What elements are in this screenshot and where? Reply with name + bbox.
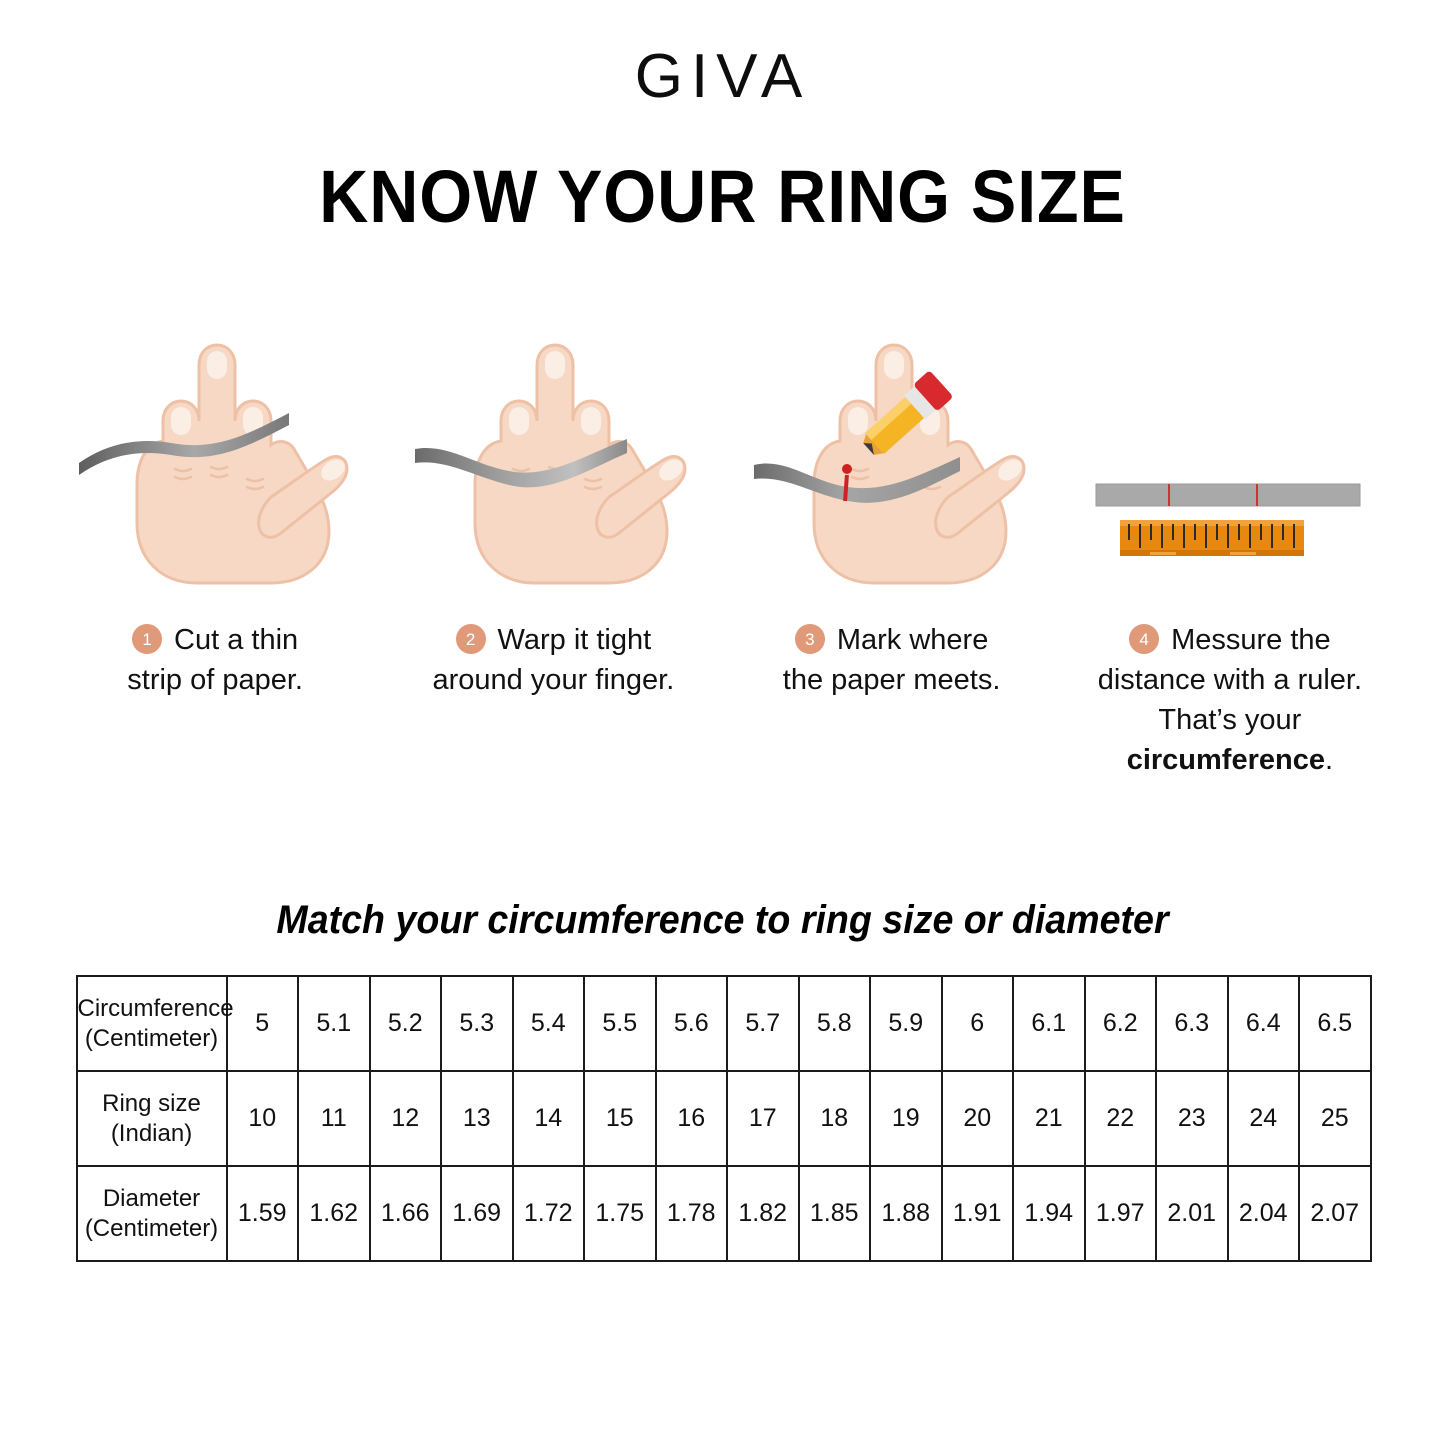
step-4-line3-suffix: .	[1324, 744, 1334, 777]
step-1: 1 Cut a thin strip of paper.	[46, 312, 384, 700]
step-2: 2 Warp it tight around your finger.	[384, 312, 722, 700]
step-4-number: 4	[1129, 624, 1160, 655]
cell-r2-c11: 20	[940, 1070, 1014, 1168]
table-row: Circumference (Centimeter) 5 5.1 5.2 5.3 5.4 5.…	[75, 975, 1372, 1073]
step-4-line1: Messure the	[1171, 624, 1331, 656]
cell-r3-c15: 2.04	[1226, 1165, 1300, 1263]
hand-with-paper-strip-illustration	[46, 312, 384, 602]
row-header-line1: Circumference	[77, 994, 234, 1022]
cell-r3-c13: 1.97	[1083, 1165, 1157, 1263]
ring-size-table: Circumference (Centimeter) 5 5.1 5.2 5.3 5.4 5.…	[75, 975, 1372, 1263]
cell-r3-c9: 1.85	[797, 1165, 871, 1263]
cell-r3-c3: 1.66	[368, 1165, 442, 1263]
size-table-wrap: Circumference (Centimeter) 5 5.1 5.2 5.3 5.4 5.…	[75, 975, 1372, 1263]
step-4-line3-bold: circumference	[1126, 744, 1325, 777]
cell-r2-c7: 16	[654, 1070, 728, 1168]
step-4-line2: distance with a ruler.	[1097, 664, 1363, 697]
cell-r1-c1: 5	[225, 975, 299, 1073]
cell-r1-c4: 5.3	[440, 975, 514, 1073]
cell-r2-c4: 13	[440, 1070, 514, 1168]
table-heading: Match your circumference to ring size or…	[276, 898, 1169, 943]
cell-r2-c2: 11	[297, 1070, 371, 1168]
row-header-2: Ring size (Indian)	[75, 1070, 228, 1168]
ring-size-table-body: Circumference (Centimeter) 5 5.1 5.2 5.3 5.4 5.…	[75, 975, 1372, 1263]
step-2-caption: 2 Warp it tight around your finger.	[432, 620, 674, 700]
cell-r1-c9: 5.8	[797, 975, 871, 1073]
page-title: KNOW YOUR RING SIZE	[319, 155, 1126, 238]
cell-r2-c16: 25	[1298, 1070, 1372, 1168]
brand-logo: GIVA	[634, 42, 811, 111]
cell-r3-c7: 1.78	[654, 1165, 728, 1263]
row-header-1: Circumference (Centimeter)	[75, 975, 234, 1073]
step-4-line3-prefix: That’s your	[1158, 704, 1302, 737]
cell-r1-c10: 5.9	[869, 975, 943, 1073]
step-1-number: 1	[132, 624, 163, 655]
cell-r1-c13: 6.2	[1083, 975, 1157, 1073]
cell-r2-c13: 22	[1083, 1070, 1157, 1168]
step-1-caption: 1 Cut a thin strip of paper.	[127, 620, 303, 700]
step-3: 3 Mark where the paper meets.	[723, 312, 1061, 700]
step-3-line1: Mark where	[836, 624, 989, 656]
steps-row: 1 Cut a thin strip of paper.	[0, 312, 1445, 780]
step-3-number: 3	[794, 624, 825, 655]
cell-r3-c4: 1.69	[440, 1165, 514, 1263]
cell-r2-c15: 24	[1226, 1070, 1300, 1168]
cell-r1-c15: 6.4	[1226, 975, 1300, 1073]
row-header-line1: Ring size	[102, 1089, 201, 1117]
cell-r2-c8: 17	[726, 1070, 800, 1168]
cell-r3-c11: 1.91	[940, 1165, 1014, 1263]
step-3-caption: 3 Mark where the paper meets.	[783, 620, 1001, 700]
cell-r2-c10: 19	[869, 1070, 943, 1168]
cell-r1-c7: 5.6	[654, 975, 728, 1073]
hand-with-pencil-marking-illustration	[723, 312, 1061, 602]
cell-r2-c3: 12	[368, 1070, 442, 1168]
ruler-measuring-strip-illustration	[1061, 312, 1399, 602]
cell-r1-c12: 6.1	[1012, 975, 1086, 1073]
cell-r1-c3: 5.2	[368, 975, 442, 1073]
step-2-line1: Warp it tight	[497, 624, 652, 656]
table-row: Diameter (Centimeter) 1.59 1.62 1.66 1.69 1.72…	[75, 1165, 1372, 1263]
cell-r1-c14: 6.3	[1155, 975, 1229, 1073]
cell-r2-c1: 10	[225, 1070, 299, 1168]
cell-r2-c14: 23	[1155, 1070, 1229, 1168]
cell-r3-c8: 1.82	[726, 1165, 800, 1263]
cell-r2-c6: 15	[583, 1070, 657, 1168]
cell-r1-c11: 6	[940, 975, 1014, 1073]
cell-r3-c1: 1.59	[225, 1165, 299, 1263]
row-header-line2: (Centimeter)	[84, 1214, 219, 1242]
cell-r3-c2: 1.62	[297, 1165, 371, 1263]
table-row: Ring size (Indian) 10 11 12 13 14 15 16 17 18 19 20 2…	[75, 1070, 1372, 1168]
cell-r1-c8: 5.7	[726, 975, 800, 1073]
step-2-line2: around your finger.	[432, 664, 675, 697]
cell-r1-c16: 6.5	[1298, 975, 1372, 1073]
cell-r3-c10: 1.88	[869, 1165, 943, 1263]
cell-r1-c5: 5.4	[511, 975, 585, 1073]
cell-r3-c12: 1.94	[1012, 1165, 1086, 1263]
row-header-line1: Diameter	[102, 1184, 201, 1212]
hand-with-paper-wrapped-illustration	[384, 312, 722, 602]
cell-r3-c16: 2.07	[1298, 1165, 1372, 1263]
cell-r3-c5: 1.72	[511, 1165, 585, 1263]
row-header-line2: (Indian)	[110, 1119, 193, 1147]
step-2-number: 2	[455, 624, 486, 655]
cell-r1-c6: 5.5	[583, 975, 657, 1073]
cell-r2-c12: 21	[1012, 1070, 1086, 1168]
row-header-line2: (Centimeter)	[84, 1024, 219, 1052]
step-3-line2: the paper meets.	[782, 664, 1001, 697]
step-1-line1: Cut a thin	[174, 624, 299, 656]
cell-r2-c5: 14	[511, 1070, 585, 1168]
step-4: 4 Messure the distance with a ruler. That…	[1061, 312, 1399, 780]
cell-r2-c9: 18	[797, 1070, 871, 1168]
row-header-3: Diameter (Centimeter)	[75, 1165, 228, 1263]
cell-r1-c2: 5.1	[297, 975, 371, 1073]
step-1-line2: strip of paper.	[127, 664, 303, 697]
cell-r3-c14: 2.01	[1155, 1165, 1229, 1263]
step-4-caption: 4 Messure the distance with a ruler. That…	[1061, 620, 1399, 780]
cell-r3-c6: 1.75	[583, 1165, 657, 1263]
